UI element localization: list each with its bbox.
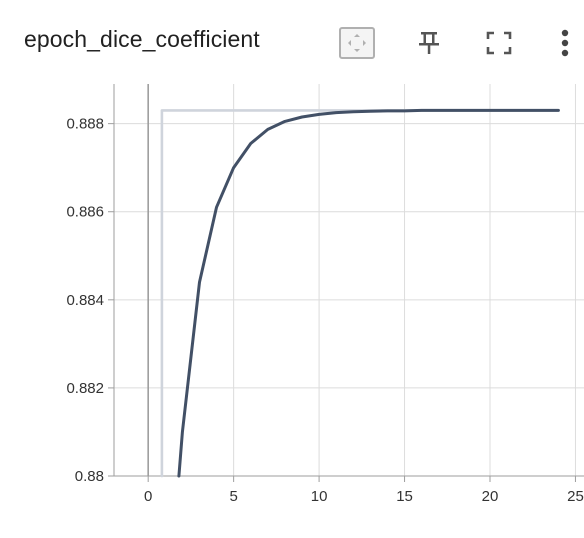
x-tick-label: 5 — [229, 488, 237, 505]
pin-icon[interactable] — [409, 24, 449, 62]
fit-domain-icon[interactable] — [337, 24, 377, 62]
more-vert-icon[interactable] — [550, 24, 580, 62]
x-tick-label: 15 — [396, 488, 413, 505]
fullscreen-icon[interactable] — [479, 24, 519, 62]
y-tick-label: 0.884 — [66, 292, 104, 309]
x-tick-label: 10 — [311, 488, 328, 505]
y-tick-label: 0.888 — [66, 116, 104, 133]
y-tick-label: 0.88 — [75, 468, 104, 485]
chart-title: epoch_dice_coefficient — [24, 26, 260, 52]
y-tick-label: 0.886 — [66, 204, 104, 221]
x-tick-label: 25 — [567, 488, 584, 505]
y-tick-label: 0.882 — [66, 380, 104, 397]
x-tick-label: 20 — [482, 488, 499, 505]
series-line-smoothed — [160, 109, 560, 478]
series-line-main — [177, 108, 560, 478]
x-tick-label: 0 — [144, 488, 152, 505]
